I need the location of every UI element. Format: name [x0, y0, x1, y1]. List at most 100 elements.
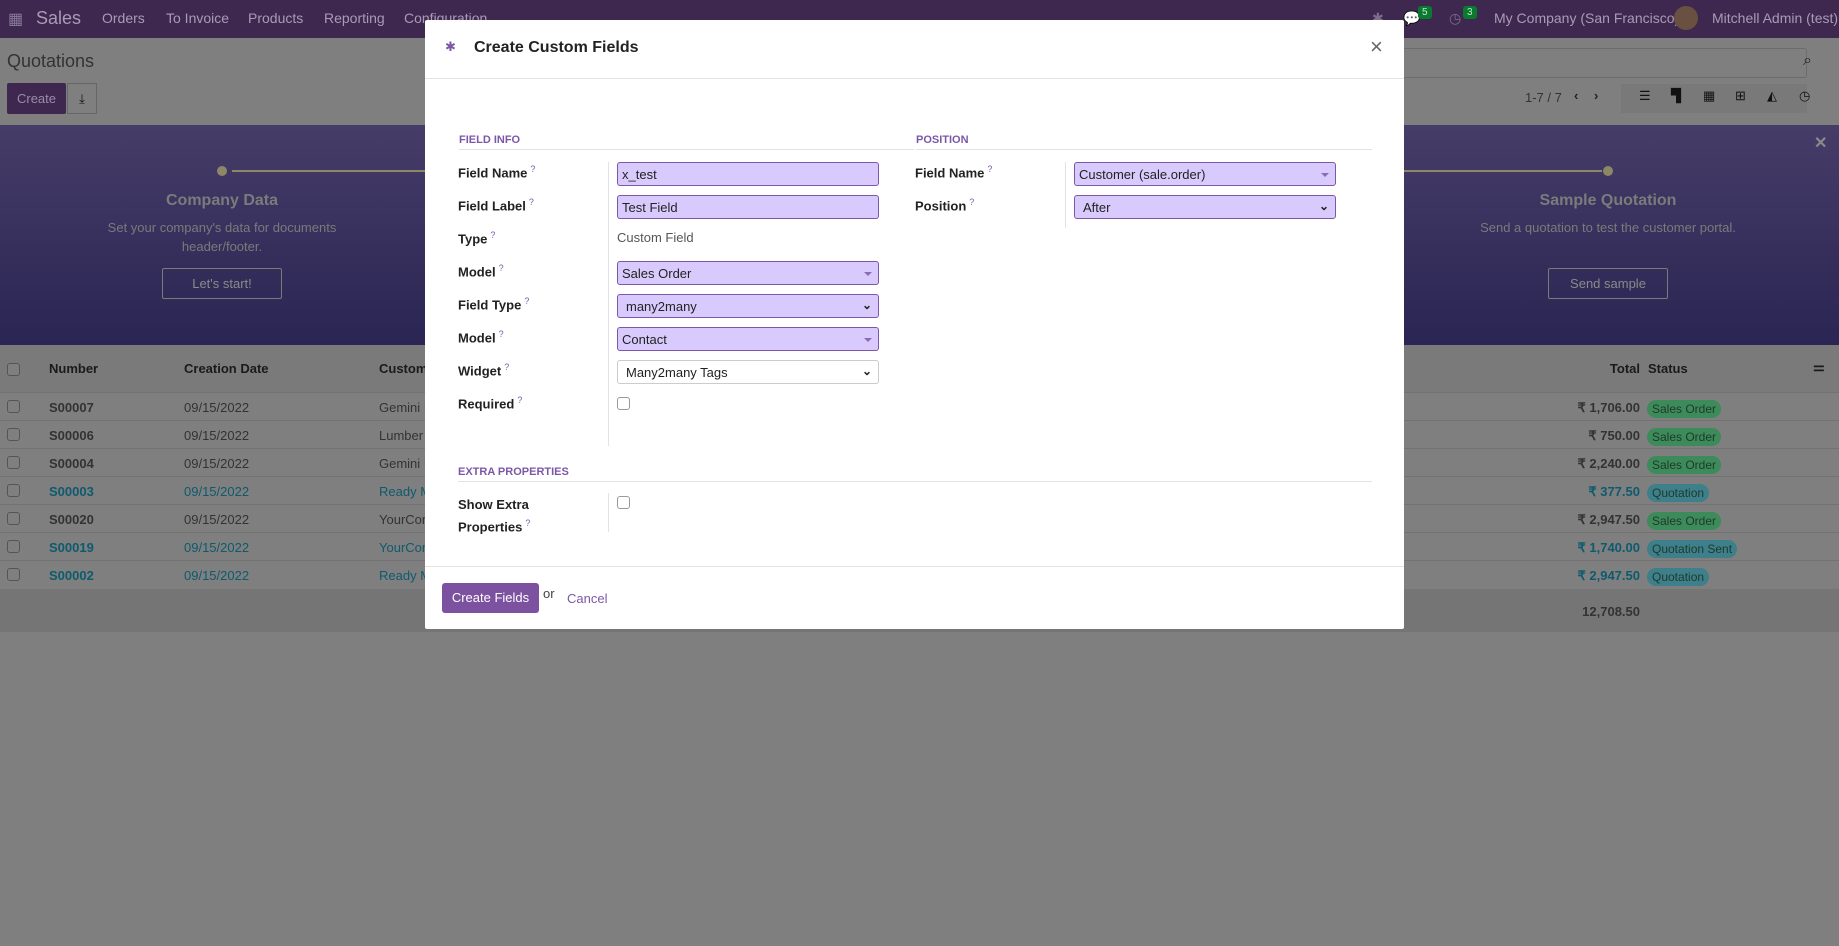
pager-next-icon[interactable]: › — [1594, 88, 1599, 103]
divider — [608, 162, 609, 446]
row-checkbox[interactable] — [7, 400, 20, 413]
row-checkbox[interactable] — [7, 568, 20, 581]
model-select[interactable]: Sales Order — [617, 261, 879, 285]
row-checkbox[interactable] — [7, 512, 20, 525]
status-badge: Sales Order — [1647, 428, 1722, 446]
col-number[interactable]: Number — [49, 361, 99, 376]
cell-total: ₹ 750.00 — [1588, 428, 1640, 443]
search-input[interactable] — [1404, 48, 1807, 78]
dialog-title: Create Custom Fields — [474, 39, 639, 56]
position-heading: Position — [916, 134, 969, 146]
status-badge: Sales Order — [1647, 512, 1722, 530]
debug-icon[interactable]: ✱ — [1372, 10, 1384, 26]
cell-date: 09/15/2022 — [184, 484, 250, 499]
menu-products[interactable]: Products — [248, 10, 304, 26]
cell-date: 09/15/2022 — [184, 456, 250, 471]
step-description: Send a quotation to test the customer po… — [1480, 220, 1736, 235]
caret-down-icon — [1321, 173, 1329, 177]
footer-divider — [425, 566, 1404, 567]
relation-model-select[interactable]: Contact — [617, 327, 879, 351]
app-name[interactable]: Sales — [36, 8, 82, 28]
widget-label: Widget? — [458, 362, 510, 379]
user-menu[interactable]: Mitchell Admin (test) — [1712, 10, 1839, 26]
position-select[interactable]: After ⌄ — [1074, 195, 1336, 219]
row-checkbox[interactable] — [7, 540, 20, 553]
send-sample-button[interactable]: Send sample — [1548, 268, 1668, 299]
cell-number: S00003 — [49, 484, 94, 499]
help-icon: ? — [528, 197, 534, 207]
divider — [1065, 162, 1066, 228]
lets-start-button[interactable]: Let's start! — [162, 268, 282, 299]
col-creation-date[interactable]: Creation Date — [184, 361, 269, 376]
list-view-icon[interactable]: ☰ — [1639, 88, 1651, 103]
show-extra-label: Show Extra Properties? — [458, 497, 531, 535]
download-icon[interactable]: ⤓ — [67, 83, 97, 114]
cancel-link[interactable]: Cancel — [567, 591, 608, 606]
field-type-value: many2many — [626, 299, 697, 314]
cell-customer: Ready M — [379, 484, 432, 499]
page-title: Quotations — [7, 51, 95, 71]
pivot-view-icon[interactable]: ⊞ — [1735, 88, 1746, 103]
create-button[interactable]: Create — [7, 83, 66, 114]
select-all-checkbox[interactable] — [7, 363, 20, 376]
caret-down-icon — [864, 272, 872, 276]
calendar-view-icon[interactable]: ▦ — [1703, 88, 1716, 103]
field-name-input[interactable]: x_test — [617, 162, 879, 186]
col-total[interactable]: Total — [1609, 361, 1640, 376]
cell-date: 09/15/2022 — [184, 568, 250, 583]
help-icon: ? — [987, 164, 993, 174]
cell-number: S00007 — [49, 400, 94, 415]
menu-reporting[interactable]: Reporting — [324, 10, 385, 26]
position-field-name-value: Customer (sale.order) — [1079, 167, 1206, 182]
step-line — [1404, 170, 1602, 172]
status-badge: Sales Order — [1647, 400, 1722, 418]
activity-view-icon[interactable]: ◷ — [1799, 88, 1811, 103]
field-name-label: Field Name? — [458, 164, 536, 181]
position-label: Position? — [915, 197, 975, 214]
create-fields-button[interactable]: Create Fields — [442, 583, 539, 613]
help-icon: ? — [490, 230, 496, 240]
type-value: Custom Field — [617, 230, 694, 245]
optional-columns-icon[interactable]: ⚌ — [1813, 359, 1825, 374]
show-extra-checkbox[interactable] — [617, 496, 630, 509]
messages-icon[interactable]: 💬 — [1403, 10, 1421, 26]
type-label: Type? — [458, 230, 496, 247]
menu-to-invoice[interactable]: To Invoice — [166, 10, 230, 26]
widget-select[interactable]: Many2many Tags ⌄ — [617, 360, 879, 384]
kanban-view-icon[interactable]: ▜ — [1671, 88, 1681, 103]
help-icon: ? — [517, 395, 523, 405]
activities-badge: 3 — [1463, 6, 1477, 19]
cell-date: 09/15/2022 — [184, 428, 250, 443]
field-type-select[interactable]: many2many ⌄ — [617, 294, 879, 318]
help-icon: ? — [530, 164, 536, 174]
row-checkbox[interactable] — [7, 428, 20, 441]
activities-icon[interactable]: ◷ — [1449, 10, 1462, 26]
close-icon[interactable]: × — [1370, 34, 1383, 59]
status-badge: Quotation — [1647, 484, 1710, 502]
step-dot — [217, 166, 227, 176]
pager-prev-icon[interactable]: ‹ — [1574, 88, 1579, 103]
field-label-input[interactable]: Test Field — [617, 195, 879, 219]
company-switcher[interactable]: My Company (San Francisco) — [1494, 10, 1680, 26]
cell-total: ₹ 1,740.00 — [1577, 540, 1641, 555]
search-icon[interactable]: ⌕ — [1803, 52, 1812, 69]
row-checkbox[interactable] — [7, 456, 20, 469]
apps-menu-icon[interactable]: ▦ — [8, 11, 24, 28]
cell-total: ₹ 1,706.00 — [1577, 400, 1641, 415]
divider — [459, 149, 914, 150]
help-icon: ? — [498, 329, 504, 339]
close-banner-icon[interactable]: ✕ — [1814, 135, 1828, 152]
bug-icon: ✱ — [445, 39, 456, 54]
table-row[interactable]: S00019 09/15/2022 YourCor ₹ 1,740.00 Quo… — [0, 532, 1839, 560]
col-customer[interactable]: Custom — [379, 361, 428, 376]
col-status[interactable]: Status — [1648, 361, 1688, 376]
required-checkbox[interactable] — [617, 397, 630, 410]
avatar[interactable] — [1674, 6, 1698, 30]
menu-orders[interactable]: Orders — [102, 10, 145, 26]
cell-number: S00006 — [49, 428, 94, 443]
graph-view-icon[interactable]: ◭ — [1767, 88, 1777, 103]
row-checkbox[interactable] — [7, 484, 20, 497]
divider — [608, 493, 609, 532]
position-field-name-select[interactable]: Customer (sale.order) — [1074, 162, 1336, 186]
cell-number: S00020 — [49, 512, 94, 527]
